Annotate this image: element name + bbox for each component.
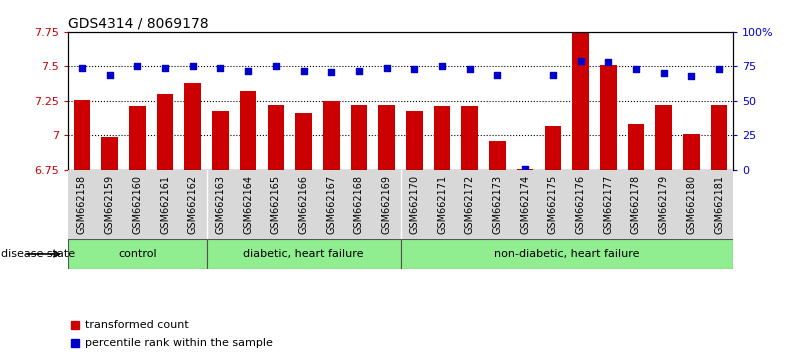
Bar — [129, 107, 146, 354]
Text: GSM662167: GSM662167 — [326, 175, 336, 234]
Bar — [710, 105, 727, 354]
Text: GSM662173: GSM662173 — [493, 175, 502, 234]
Point — [380, 65, 393, 70]
Point — [75, 65, 88, 70]
Text: disease state: disease state — [1, 249, 75, 259]
Text: GSM662178: GSM662178 — [631, 175, 641, 234]
Bar — [461, 107, 478, 354]
Point — [491, 72, 504, 78]
Point — [325, 69, 338, 75]
Bar — [434, 107, 450, 354]
Text: GSM662171: GSM662171 — [437, 175, 447, 234]
Bar — [655, 105, 672, 354]
Bar — [600, 65, 617, 354]
Point — [658, 70, 670, 76]
Text: GSM662172: GSM662172 — [465, 175, 475, 234]
Bar — [207, 239, 400, 269]
Text: GSM662168: GSM662168 — [354, 175, 364, 234]
Bar — [400, 239, 733, 269]
Point — [519, 166, 532, 171]
Point — [352, 68, 365, 73]
Point — [103, 72, 116, 78]
Bar — [378, 105, 395, 354]
Bar — [351, 105, 367, 354]
Text: GSM662159: GSM662159 — [105, 175, 115, 234]
Bar — [74, 99, 91, 354]
Text: GSM662181: GSM662181 — [714, 175, 724, 234]
Bar — [184, 83, 201, 354]
Point — [187, 64, 199, 69]
Text: GSM662170: GSM662170 — [409, 175, 420, 234]
Point — [408, 66, 421, 72]
Bar — [517, 169, 533, 354]
Text: GSM662176: GSM662176 — [576, 175, 586, 234]
Point — [159, 65, 171, 70]
Point — [436, 64, 449, 69]
Bar — [323, 101, 340, 354]
Point — [463, 66, 476, 72]
Text: control: control — [118, 249, 157, 259]
Text: GSM662165: GSM662165 — [271, 175, 281, 234]
Text: GSM662160: GSM662160 — [132, 175, 143, 234]
Point — [602, 59, 614, 65]
Bar — [157, 94, 173, 354]
Text: GSM662174: GSM662174 — [520, 175, 530, 234]
Bar — [406, 110, 423, 354]
Text: GSM662161: GSM662161 — [160, 175, 170, 234]
Text: GSM662163: GSM662163 — [215, 175, 225, 234]
Point — [214, 65, 227, 70]
Text: GSM662179: GSM662179 — [658, 175, 669, 234]
Text: non-diabetic, heart failure: non-diabetic, heart failure — [494, 249, 639, 259]
Text: percentile rank within the sample: percentile rank within the sample — [85, 338, 272, 348]
Point — [269, 64, 282, 69]
Bar — [212, 110, 229, 354]
Point — [685, 73, 698, 79]
Bar — [101, 137, 118, 354]
Bar — [545, 126, 562, 354]
Point — [713, 66, 726, 72]
Text: GSM662158: GSM662158 — [77, 175, 87, 234]
Bar — [683, 134, 700, 354]
Bar — [572, 33, 589, 354]
Text: GSM662177: GSM662177 — [603, 175, 614, 234]
Text: diabetic, heart failure: diabetic, heart failure — [244, 249, 364, 259]
Text: GSM662164: GSM662164 — [244, 175, 253, 234]
Point — [546, 72, 559, 78]
Bar — [268, 105, 284, 354]
Text: GSM662175: GSM662175 — [548, 175, 557, 234]
Text: GDS4314 / 8069178: GDS4314 / 8069178 — [68, 17, 209, 31]
Text: GSM662169: GSM662169 — [381, 175, 392, 234]
Point — [242, 68, 255, 73]
Point — [131, 64, 143, 69]
Bar — [68, 239, 207, 269]
Point — [630, 66, 642, 72]
Text: GSM662166: GSM662166 — [299, 175, 308, 234]
Point — [574, 58, 587, 64]
Point — [297, 68, 310, 73]
Text: GSM662162: GSM662162 — [187, 175, 198, 234]
Bar — [239, 91, 256, 354]
Bar — [296, 113, 312, 354]
Text: transformed count: transformed count — [85, 320, 188, 330]
Bar — [489, 141, 505, 354]
Text: GSM662180: GSM662180 — [686, 175, 696, 234]
Bar — [628, 124, 644, 354]
